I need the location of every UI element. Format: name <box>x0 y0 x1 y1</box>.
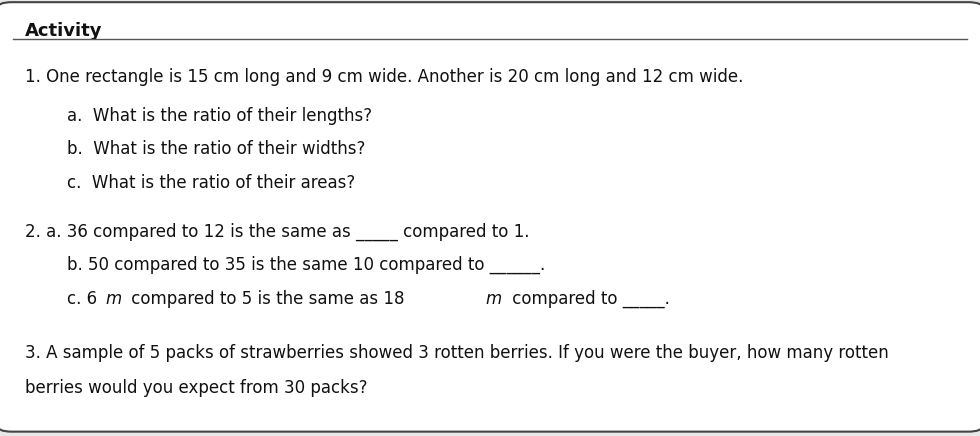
Text: m: m <box>486 290 502 307</box>
Text: compared to _____.: compared to _____. <box>507 290 669 308</box>
Text: compared to 5 is the same as 18: compared to 5 is the same as 18 <box>126 290 405 307</box>
Text: b.  What is the ratio of their widths?: b. What is the ratio of their widths? <box>67 140 365 158</box>
Text: c. 6: c. 6 <box>67 290 97 307</box>
Text: 2. a. 36 compared to 12 is the same as _____ compared to 1.: 2. a. 36 compared to 12 is the same as _… <box>24 222 529 241</box>
Text: 3. A sample of 5 packs of strawberries showed 3 rotten berries. If you were the : 3. A sample of 5 packs of strawberries s… <box>24 344 888 362</box>
Text: b. 50 compared to 35 is the same 10 compared to ______.: b. 50 compared to 35 is the same 10 comp… <box>67 256 545 274</box>
Text: Activity: Activity <box>24 22 102 40</box>
Text: c.  What is the ratio of their areas?: c. What is the ratio of their areas? <box>67 174 355 192</box>
Text: berries would you expect from 30 packs?: berries would you expect from 30 packs? <box>24 379 367 397</box>
Text: a.  What is the ratio of their lengths?: a. What is the ratio of their lengths? <box>67 107 371 125</box>
Text: m: m <box>106 290 122 307</box>
Text: 1. One rectangle is 15 cm long and 9 cm wide. Another is 20 cm long and 12 cm wi: 1. One rectangle is 15 cm long and 9 cm … <box>24 68 743 85</box>
